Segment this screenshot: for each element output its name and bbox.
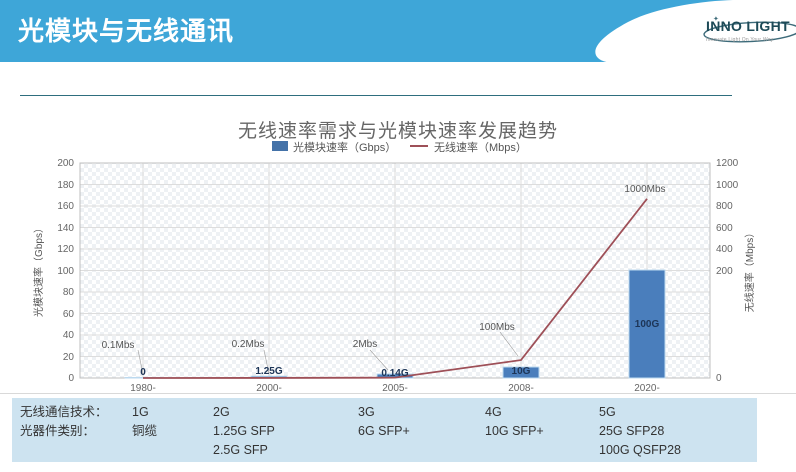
- svg-text:0: 0: [68, 373, 74, 384]
- svg-text:2Mbs: 2Mbs: [353, 339, 377, 350]
- svg-text:600: 600: [716, 223, 733, 234]
- svg-text:20: 20: [63, 352, 75, 363]
- svg-text:180: 180: [57, 180, 74, 191]
- svg-text:1000: 1000: [716, 180, 739, 191]
- svg-text:800: 800: [716, 201, 733, 212]
- svg-text:160: 160: [57, 201, 74, 212]
- svg-text:10G: 10G: [512, 366, 531, 377]
- svg-text:40: 40: [63, 330, 75, 341]
- svg-text:120: 120: [57, 244, 74, 255]
- svg-text:140: 140: [57, 223, 74, 234]
- svg-text:200: 200: [57, 158, 74, 169]
- svg-text:200: 200: [716, 266, 733, 277]
- svg-text:光模块速率（Gbps）: 光模块速率（Gbps）: [32, 223, 45, 317]
- svg-text:80: 80: [63, 287, 75, 298]
- svg-text:0: 0: [140, 367, 146, 378]
- svg-text:0.2Mbs: 0.2Mbs: [232, 339, 265, 350]
- svg-text:0.1Mbs: 0.1Mbs: [102, 340, 135, 351]
- svg-text:1.25G: 1.25G: [255, 366, 282, 377]
- svg-text:1200: 1200: [716, 158, 739, 169]
- svg-text:0.14G: 0.14G: [381, 368, 408, 379]
- svg-text:60: 60: [63, 309, 75, 320]
- svg-text:100: 100: [57, 266, 74, 277]
- svg-text:100G: 100G: [635, 319, 660, 330]
- svg-text:1000Mbs: 1000Mbs: [624, 184, 665, 195]
- svg-text:0: 0: [716, 373, 722, 384]
- svg-text:400: 400: [716, 244, 733, 255]
- svg-text:无线速率（Mbps）: 无线速率（Mbps）: [743, 228, 756, 312]
- svg-text:100Mbs: 100Mbs: [479, 322, 515, 333]
